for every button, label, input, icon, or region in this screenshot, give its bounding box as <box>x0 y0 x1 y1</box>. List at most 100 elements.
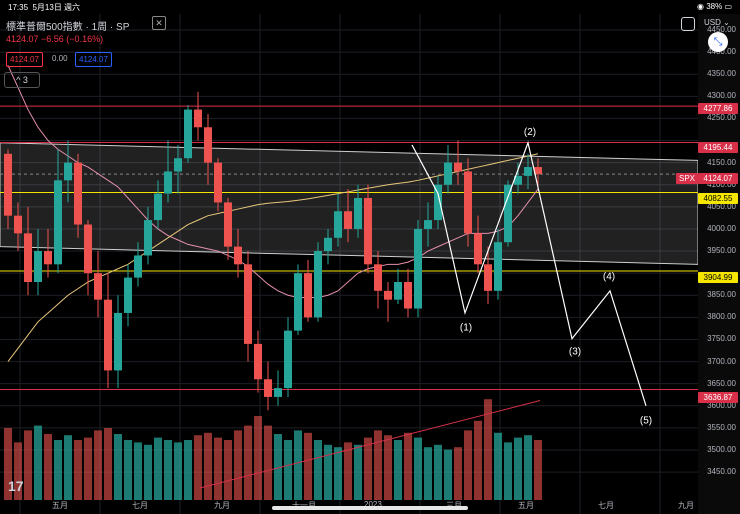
battery-level: 38% <box>706 2 723 11</box>
tradingview-logo: 17 <box>8 478 24 494</box>
candle-body <box>94 273 102 300</box>
price-tick-label: 3650.00 <box>707 378 736 388</box>
volume-bar <box>304 432 312 500</box>
volume-bar <box>124 440 132 500</box>
time-axis-label: 2023 <box>364 500 382 509</box>
candle-body <box>224 202 232 247</box>
sell-price-box[interactable]: 4124.07 <box>6 52 43 67</box>
wave-label-w5: (5) <box>640 415 652 426</box>
price-tick-label: 4350.00 <box>707 69 736 79</box>
volume-bar <box>334 447 342 500</box>
time-axis-label: 七月 <box>132 501 148 510</box>
level-label-4195: 4195.44 <box>698 142 738 153</box>
candle-body <box>354 198 362 229</box>
volume-bar <box>74 440 82 500</box>
time-axis-label: 九月 <box>678 501 694 510</box>
currency-selector[interactable]: USD ⌄ <box>704 18 730 27</box>
candle-body <box>414 228 422 309</box>
candle-body <box>74 162 82 225</box>
volume-bar <box>344 442 352 500</box>
auto-scale-icon[interactable]: ⤡ <box>708 32 728 52</box>
time-axis-label: 三月 <box>446 500 462 511</box>
volume-bar <box>14 442 22 500</box>
price-axis[interactable]: USD ⌄ 4450.00 4400.00 4350.00 4300.00 4250.0… <box>698 14 740 514</box>
candle-body <box>374 264 382 291</box>
volume-bar <box>194 435 202 500</box>
wave-label-w3: (3) <box>569 347 581 358</box>
candle-body <box>44 251 52 265</box>
chart-header: 標準普爾500指數 · 1周 · SP 4124.07 −6.56 (−0.16… <box>0 14 700 88</box>
chevron-down-icon: ⌄ <box>723 18 730 27</box>
candle-body <box>444 162 452 185</box>
candle-body <box>284 330 292 389</box>
volume-bar <box>384 435 392 500</box>
price-tick-label: 3500.00 <box>707 445 736 454</box>
candle-body <box>254 343 262 380</box>
volume-bar <box>454 447 462 500</box>
level-label-4277: 4277.86 <box>698 103 738 114</box>
price-tick-label: 3550.00 <box>707 422 736 432</box>
indicator-toggle[interactable]: ^ 3 <box>4 72 40 88</box>
status-bar: 17:35 5月13日 週六 ◉ 38% ▭ <box>0 0 740 14</box>
time-axis-label: 十一月 <box>292 500 316 511</box>
volume-bar <box>314 440 322 500</box>
price-tick-label: 3750.00 <box>707 334 736 344</box>
candle-body <box>404 282 412 309</box>
volume-bar <box>24 430 32 500</box>
candle-body <box>14 215 22 234</box>
price-tick-label: 3950.00 <box>707 246 736 256</box>
indicator-count: 3 <box>22 75 28 85</box>
ohlc-change: 4124.07 −6.56 (−0.16%) <box>6 34 104 44</box>
volume-bar <box>364 437 372 500</box>
volume-bar <box>214 437 222 500</box>
candle-body <box>104 299 112 371</box>
volume-bar <box>354 444 362 500</box>
candle-body <box>484 264 492 291</box>
candlestick-chart[interactable]: (1) (2) (3) (4) (5) <box>0 14 698 514</box>
home-indicator[interactable] <box>272 506 468 510</box>
chart-settings-icon[interactable] <box>681 17 695 31</box>
volume-bar <box>374 430 382 500</box>
volume-bar <box>4 428 12 500</box>
candle-body <box>514 175 522 185</box>
candle-body <box>234 246 242 265</box>
buy-price-box[interactable]: 4124.07 <box>75 52 112 67</box>
candle-body <box>424 220 432 229</box>
volume-bar <box>134 442 142 500</box>
volume-bar <box>274 434 282 500</box>
spx-tag: SPX <box>676 173 698 184</box>
price-tick-label: 4450.00 <box>707 25 736 34</box>
price-tick-label: 4400.00 <box>707 47 736 57</box>
volume-bar <box>44 434 52 500</box>
volume-bar <box>504 442 512 500</box>
volume-bar <box>154 437 162 500</box>
volume-bar <box>64 435 72 500</box>
volume-bar <box>54 440 62 500</box>
wifi-icon: ◉ <box>696 2 704 11</box>
volume-bar <box>264 425 272 500</box>
time-axis-label: 七月 <box>598 501 614 510</box>
candle-body <box>534 167 542 175</box>
volume-bar <box>424 447 432 500</box>
candle-body <box>144 220 152 256</box>
close-symbol-icon[interactable]: ✕ <box>152 16 166 30</box>
status-time: 17:35 5月13日 週六 <box>8 3 81 12</box>
candle-body <box>504 184 512 243</box>
candle-body <box>314 251 322 318</box>
price-tick-label: 4250.00 <box>707 113 736 123</box>
candle-body <box>274 388 282 397</box>
candle-body <box>24 233 32 282</box>
volume-bar <box>404 432 412 500</box>
wave-label-w2: (2) <box>524 127 536 138</box>
candle-body <box>524 167 532 176</box>
price-tick-label: 3800.00 <box>707 312 736 322</box>
collapse-icon: ^ <box>16 75 21 85</box>
candle-body <box>364 198 372 265</box>
symbol-title[interactable]: 標準普爾500指數 · 1周 · SP <box>6 22 130 33</box>
price-tick-label: 4050.00 <box>707 201 736 211</box>
volume-bar <box>484 399 492 500</box>
price-tick-label: 3600.00 <box>707 400 736 410</box>
candle-body <box>194 109 202 128</box>
status-icons: ◉ 38% ▭ <box>697 2 732 11</box>
volume-bar <box>174 442 182 500</box>
